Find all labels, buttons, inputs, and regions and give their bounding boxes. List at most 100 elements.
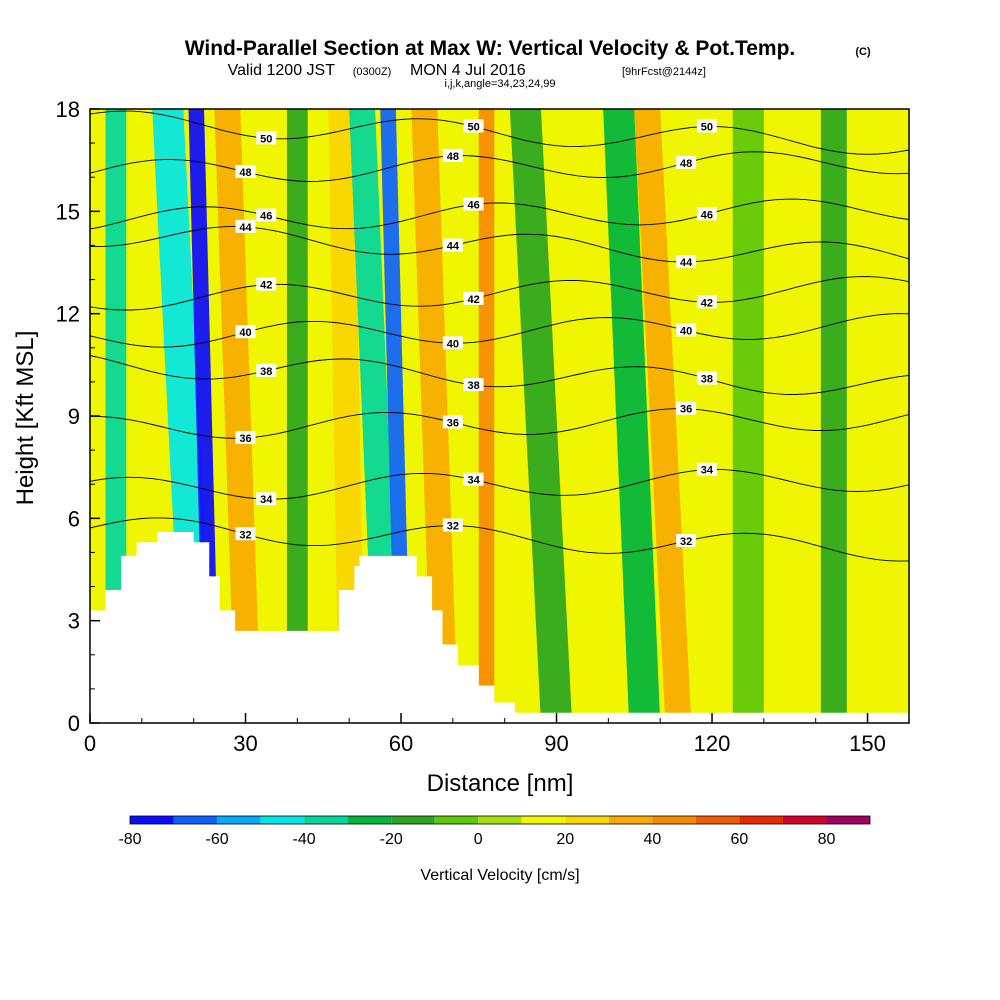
contour-label-bg [256, 131, 277, 145]
velocity-band-14 [732, 109, 764, 723]
contour-label-36: 36 [680, 404, 692, 416]
contour-label-42: 42 [701, 297, 713, 309]
contour-label-bg [676, 254, 697, 268]
colorbar-tick-label: -80 [118, 831, 141, 848]
terrain-mask [90, 531, 909, 723]
colorbar-swatch [130, 816, 174, 824]
velocity-band-10 [478, 109, 495, 723]
colorbar-frame [129, 815, 871, 825]
contour-label-46: 46 [467, 200, 479, 212]
y-tick-label: 3 [68, 609, 80, 634]
contour-label-40: 40 [239, 327, 251, 339]
contour-label-bg [256, 492, 277, 506]
x-tick-label: 60 [389, 731, 413, 756]
colorbar-tick-label: 20 [556, 831, 574, 848]
grid-params: i,j,k,angle=34,23,24,99 [444, 78, 555, 90]
contour-label-32: 32 [239, 529, 251, 541]
contour-label-bg [696, 207, 717, 221]
isentrope-line-42 [90, 276, 909, 311]
isentrope-line-36 [90, 408, 909, 439]
isentrope-line-40 [90, 313, 909, 348]
colorbar-swatch [652, 816, 696, 824]
contour-label-bg [463, 378, 484, 392]
contour-label-bg [696, 371, 717, 385]
colorbar-tick-label: 80 [818, 831, 836, 848]
colorbar-tick-label: 60 [731, 831, 749, 848]
colorbar-swatch [173, 816, 218, 824]
colorbar-label: Vertical Velocity [cm/s] [420, 867, 579, 884]
y-tick-label: 15 [56, 199, 80, 224]
contour-label-50: 50 [260, 133, 272, 145]
contour-label-bg [442, 238, 463, 252]
colorbar-tick-label: -40 [293, 831, 316, 848]
isentrope-contours: 32 32 32 34 34 34 36 36 36 38 38 38 40 40 40 42 42 42 44 44… [90, 110, 909, 562]
velocity-band-12 [603, 109, 661, 723]
isentrope-line-38 [90, 355, 909, 395]
colorbar-swatch [565, 816, 609, 824]
colorbar-swatch [695, 816, 740, 824]
isentrope-line-32 [90, 517, 909, 562]
contour-label-bg [676, 534, 697, 548]
contour-label-36: 36 [239, 433, 251, 445]
x-axis: 0 30 60 90 120 150 [84, 713, 886, 756]
y-tick-label: 9 [68, 404, 80, 429]
velocity-band-15 [820, 109, 847, 723]
velocity-band-3 [188, 109, 220, 723]
colorbar-swatch [391, 816, 435, 824]
contour-label-bg [256, 208, 277, 222]
colorbar: -80 -60 -40 -20 0 20 40 60 80 [118, 815, 871, 848]
contour-label-bg [676, 323, 697, 337]
velocity-band-11 [509, 109, 573, 723]
contour-label-bg [463, 119, 484, 133]
colorbar-swatch [826, 816, 870, 824]
contour-label-44: 44 [239, 222, 252, 234]
velocity-band-13 [634, 109, 692, 723]
contour-label-46: 46 [701, 209, 713, 221]
y-tick-label: 12 [56, 302, 80, 327]
x-tick-label: 150 [849, 731, 886, 756]
colorbar-swatch [739, 816, 783, 824]
contour-label-bg [442, 518, 463, 532]
y-tick-label: 18 [56, 97, 80, 122]
contour-label-40: 40 [680, 325, 692, 337]
colorbar-swatch [478, 816, 522, 824]
y-axis-label: Height [Kft MSL] [12, 331, 39, 506]
contour-label-bg [696, 295, 717, 309]
contour-label-bg [235, 527, 256, 541]
isentrope-line-44 [90, 225, 909, 263]
contour-label-bg [676, 155, 697, 169]
contour-label-44: 44 [680, 257, 693, 269]
contour-label-36: 36 [447, 417, 459, 429]
contour-label-bg [235, 219, 256, 233]
x-tick-label: 120 [694, 731, 731, 756]
contour-label-bg [256, 363, 277, 377]
contour-label-bg [463, 472, 484, 486]
colorbar-tick-label: 0 [474, 831, 483, 848]
contour-label-bg [235, 430, 256, 444]
contour-label-bg [696, 119, 717, 133]
colorbar-swatch [304, 816, 348, 824]
contour-label-bg [256, 277, 277, 291]
contour-label-bg [442, 148, 463, 162]
y-axis: 0 3 6 9 12 15 18 [56, 97, 100, 736]
isentrope-line-50 [90, 110, 909, 155]
contour-label-42: 42 [260, 280, 272, 292]
contour-label-bg [696, 462, 717, 476]
x-tick-label: 90 [544, 731, 568, 756]
isentrope-line-34 [90, 469, 909, 500]
colorbar-swatch [521, 816, 566, 824]
velocity-band-5 [286, 109, 308, 723]
colorbar-swatch [608, 816, 653, 824]
contour-label-38: 38 [701, 374, 713, 386]
x-axis-label: Distance [nm] [427, 770, 574, 797]
forecast-info: [9hrFcst@2144z] [622, 66, 706, 78]
contour-label-bg [235, 325, 256, 339]
contour-label-48: 48 [447, 151, 459, 163]
contour-label-bg [676, 401, 697, 415]
colorbar-swatch [434, 816, 479, 824]
isentrope-line-48 [90, 151, 909, 182]
copyright-mark: (C) [855, 46, 871, 58]
contour-label-44: 44 [447, 241, 460, 253]
contour-label-46: 46 [260, 210, 272, 222]
contour-label-48: 48 [239, 167, 251, 179]
